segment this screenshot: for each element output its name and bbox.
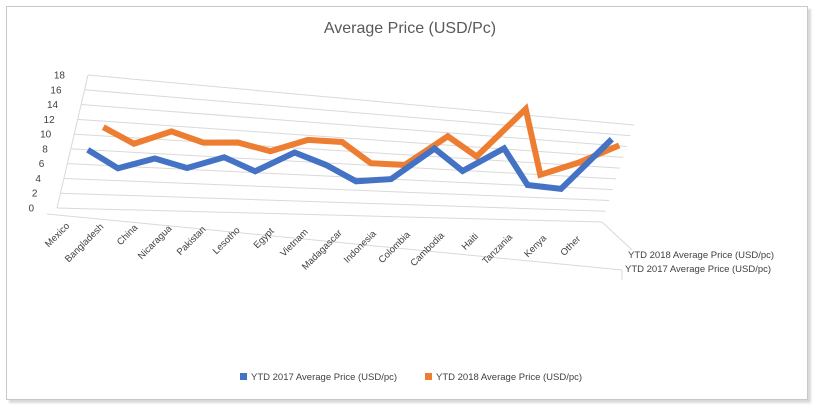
category-label: China xyxy=(115,222,141,248)
legend-label-2017: YTD 2017 Average Price (USD/pc) xyxy=(251,372,397,383)
floor-edge-front xyxy=(46,213,623,271)
legend: YTD 2017 Average Price (USD/pc) YTD 2018… xyxy=(240,372,582,383)
y-tick-label: 4 xyxy=(35,174,41,185)
category-label: Egypt xyxy=(252,226,277,251)
y-tick-label: 2 xyxy=(32,189,38,200)
category-label: Pakistan xyxy=(175,224,209,258)
category-label: Other xyxy=(559,234,584,259)
y-tick-label: 8 xyxy=(42,144,48,155)
y-tick-label: 18 xyxy=(54,71,66,82)
category-label: Colombia xyxy=(377,229,414,266)
y-tick-label: 16 xyxy=(50,85,62,96)
gridline xyxy=(63,177,610,201)
series-line-2018 xyxy=(101,103,621,179)
gridline xyxy=(84,89,631,137)
category-label: Tanzania xyxy=(480,232,515,267)
category-label: Mexico xyxy=(43,221,72,250)
legend-label-2018: YTD 2018 Average Price (USD/pc) xyxy=(436,372,582,383)
legend-swatch-2018 xyxy=(425,373,432,380)
y-tick-label: 6 xyxy=(39,159,45,170)
gridline xyxy=(74,133,620,169)
y-tick-label: 12 xyxy=(44,115,56,126)
category-label: Indonesia xyxy=(342,228,379,265)
gridline xyxy=(60,192,606,212)
floor-edge-right xyxy=(601,221,633,251)
chart-title: Average Price (USD/Pc) xyxy=(324,20,496,37)
gridline xyxy=(56,207,603,223)
legend-swatch-2017 xyxy=(240,373,247,380)
y-tick-label: 14 xyxy=(47,100,59,111)
gridline xyxy=(70,148,617,180)
category-label: Haiti xyxy=(460,231,481,252)
category-label: Lesotho xyxy=(211,225,243,257)
y-tick-label: 0 xyxy=(28,204,34,215)
depth-label-2018: YTD 2018 Average Price (USD/pc) xyxy=(628,250,774,261)
category-label: Nicaragua xyxy=(136,223,175,262)
depth-label-2017: YTD 2017 Average Price (USD/pc) xyxy=(625,264,771,275)
gridline xyxy=(81,104,627,148)
y-tick-label: 10 xyxy=(40,130,52,141)
category-label: Vietnam xyxy=(278,227,310,259)
category-label: Kenya xyxy=(522,233,549,260)
gridline xyxy=(67,163,613,191)
chart-frame xyxy=(6,6,808,400)
series-line-2017 xyxy=(86,137,614,193)
gridline xyxy=(87,74,635,126)
wall-edge-left xyxy=(56,74,89,209)
